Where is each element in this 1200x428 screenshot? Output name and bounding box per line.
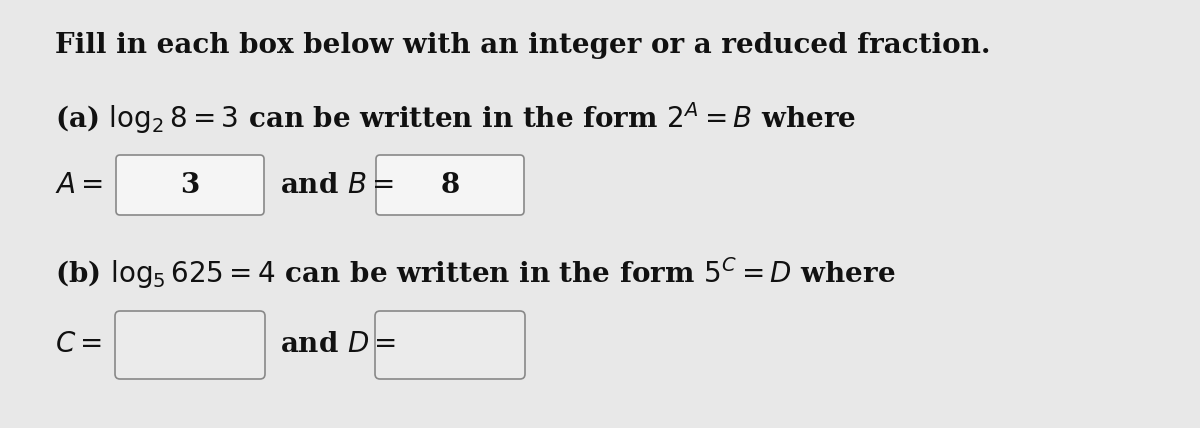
Text: $C = $: $C = $: [55, 332, 102, 359]
Text: and $D = $: and $D = $: [280, 332, 396, 359]
Text: 8: 8: [440, 172, 460, 199]
FancyBboxPatch shape: [116, 155, 264, 215]
Text: 3: 3: [180, 172, 199, 199]
Text: (a) $\log_2 8 = 3$ can be written in the form $2^A = B$ where: (a) $\log_2 8 = 3$ can be written in the…: [55, 100, 856, 136]
FancyBboxPatch shape: [115, 311, 265, 379]
Text: (b) $\log_5 625 = 4$ can be written in the form $5^C = D$ where: (b) $\log_5 625 = 4$ can be written in t…: [55, 255, 895, 291]
Text: and $B = $: and $B = $: [280, 172, 394, 199]
FancyBboxPatch shape: [376, 155, 524, 215]
Text: $A = $: $A = $: [55, 172, 103, 199]
Text: Fill in each box below with an integer or a reduced fraction.: Fill in each box below with an integer o…: [55, 32, 990, 59]
FancyBboxPatch shape: [374, 311, 526, 379]
